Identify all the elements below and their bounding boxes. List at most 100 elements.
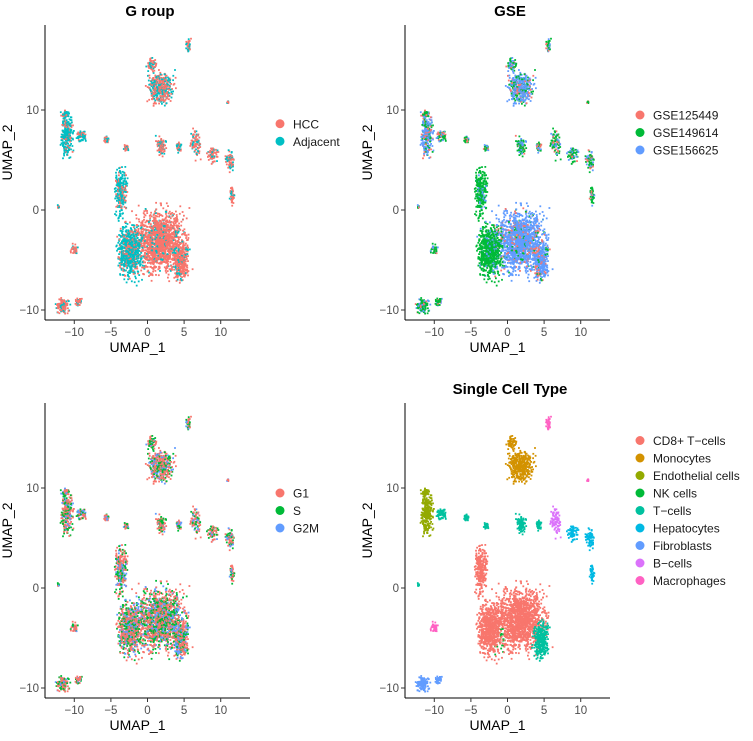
point xyxy=(158,92,161,95)
point xyxy=(125,257,128,259)
point xyxy=(140,228,143,231)
point xyxy=(171,231,173,234)
point xyxy=(59,304,62,307)
point xyxy=(528,226,531,229)
point xyxy=(63,151,66,153)
point xyxy=(172,232,174,235)
point xyxy=(167,276,169,279)
point xyxy=(142,266,145,269)
point xyxy=(167,244,170,247)
point xyxy=(207,151,210,153)
point xyxy=(152,88,155,90)
point xyxy=(232,202,235,204)
point xyxy=(170,232,172,235)
point xyxy=(66,150,69,152)
point xyxy=(513,220,516,223)
point xyxy=(56,303,58,306)
point xyxy=(128,247,131,250)
point xyxy=(144,252,147,255)
point xyxy=(54,303,57,305)
point xyxy=(166,264,169,267)
point xyxy=(64,143,67,146)
point xyxy=(152,104,155,107)
point xyxy=(123,199,126,202)
point xyxy=(61,129,64,132)
point xyxy=(146,270,149,273)
point xyxy=(170,250,172,253)
point xyxy=(143,237,146,239)
point xyxy=(154,59,157,61)
point xyxy=(506,237,509,240)
point xyxy=(145,265,148,268)
point xyxy=(231,192,234,194)
point xyxy=(128,258,131,261)
point xyxy=(187,41,190,44)
point xyxy=(136,237,139,239)
point xyxy=(166,258,168,261)
point xyxy=(497,227,500,230)
point xyxy=(148,248,151,251)
point xyxy=(215,155,218,158)
point xyxy=(527,212,530,215)
point xyxy=(187,255,189,257)
point xyxy=(135,277,137,280)
point xyxy=(187,238,189,241)
point xyxy=(174,219,177,222)
point xyxy=(151,255,154,257)
point xyxy=(165,241,168,243)
point xyxy=(213,156,216,159)
point xyxy=(121,202,124,205)
point xyxy=(62,157,64,160)
point xyxy=(181,249,183,252)
point xyxy=(147,258,150,261)
point xyxy=(117,182,119,185)
point xyxy=(225,158,227,161)
point xyxy=(158,244,161,246)
point xyxy=(79,298,81,300)
point xyxy=(140,222,143,224)
point xyxy=(122,198,125,201)
point xyxy=(104,139,107,141)
point xyxy=(160,204,162,207)
point xyxy=(538,227,541,230)
point xyxy=(509,272,512,275)
point xyxy=(77,300,80,302)
point xyxy=(532,214,534,216)
point xyxy=(167,256,170,258)
point xyxy=(165,102,168,105)
point xyxy=(162,225,165,227)
point xyxy=(145,249,148,252)
point xyxy=(160,258,162,261)
point xyxy=(181,259,184,262)
point xyxy=(62,141,64,144)
point xyxy=(208,155,211,158)
point xyxy=(136,261,138,264)
point xyxy=(536,229,539,232)
point xyxy=(61,306,64,309)
point xyxy=(60,142,63,145)
point xyxy=(539,236,541,239)
point xyxy=(151,237,154,240)
point xyxy=(146,226,149,228)
point xyxy=(74,298,77,301)
point xyxy=(512,267,515,270)
point xyxy=(522,219,525,222)
point xyxy=(156,149,159,152)
point xyxy=(540,224,543,227)
point xyxy=(167,239,170,241)
point xyxy=(168,249,170,252)
point xyxy=(162,207,165,210)
point xyxy=(155,254,158,257)
point xyxy=(161,239,164,241)
point xyxy=(130,280,133,283)
point xyxy=(137,245,140,248)
point xyxy=(139,232,142,235)
point xyxy=(162,244,165,246)
point xyxy=(213,160,216,163)
point xyxy=(156,88,159,91)
point xyxy=(120,200,123,202)
point xyxy=(192,136,195,139)
point xyxy=(179,205,182,208)
point xyxy=(159,97,162,100)
point xyxy=(167,212,170,215)
